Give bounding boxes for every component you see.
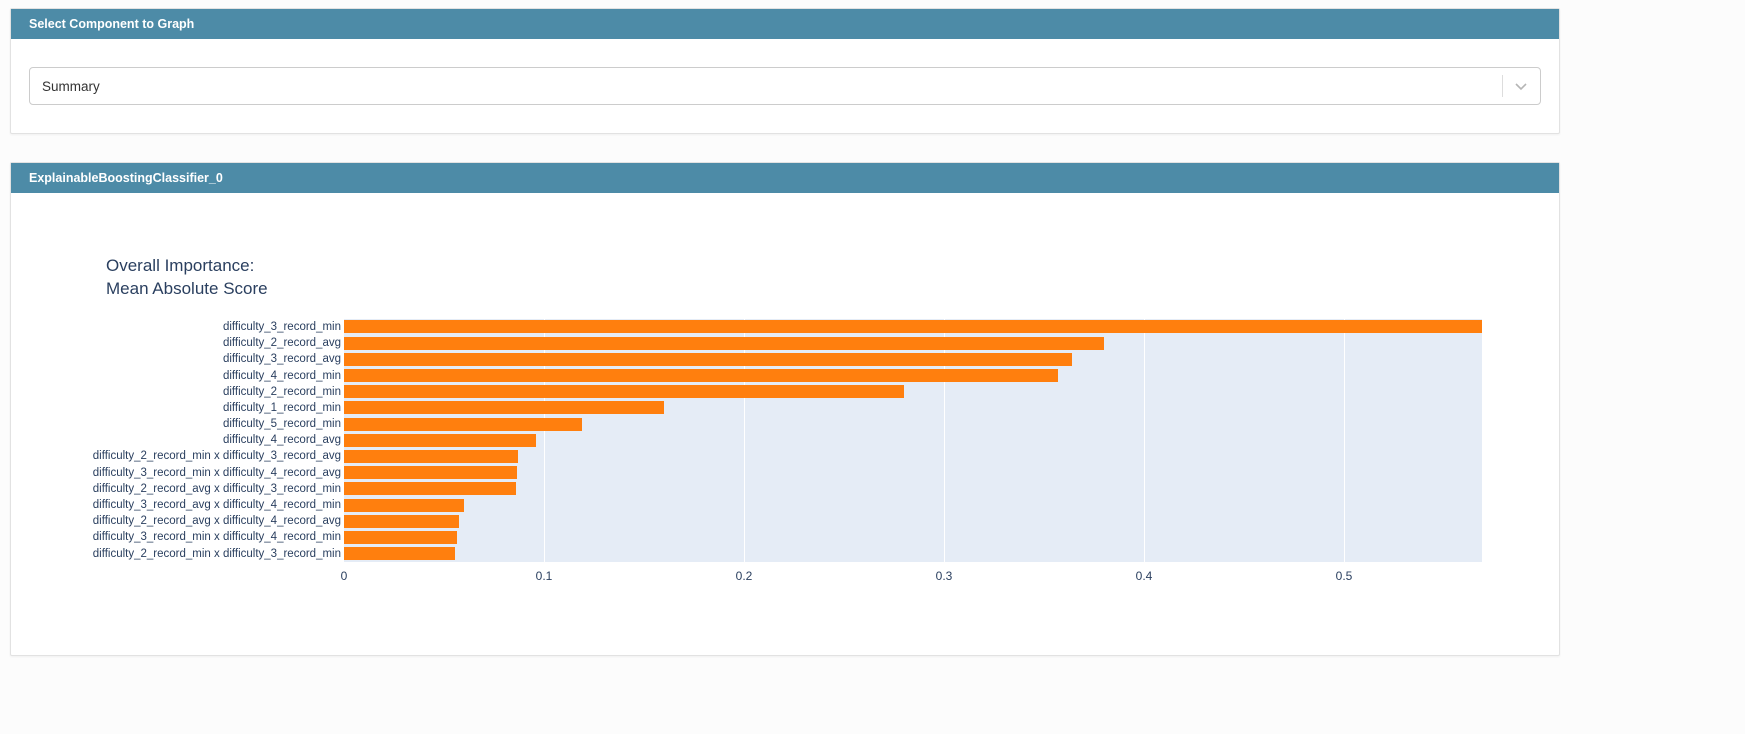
importance-bar[interactable] [344,385,904,399]
importance-bar[interactable] [344,482,516,496]
chevron-down-icon[interactable] [1514,82,1528,91]
importance-bar[interactable] [344,449,518,463]
classifier-panel: ExplainableBoostingClassifier_0 Overall … [10,162,1560,656]
y-axis-label: difficulty_5_record_min [222,418,341,431]
bar-row [344,448,1482,464]
importance-bar[interactable] [344,417,582,431]
y-axis-label: difficulty_3_record_min [222,320,341,333]
bar-row [344,335,1482,351]
x-tick-label: 0.2 [735,568,753,583]
x-tick-label: 0 [340,568,348,583]
importance-bar[interactable] [344,336,1104,350]
importance-bar[interactable] [344,498,464,512]
chart-title-line2: Mean Absolute Score [106,278,268,298]
x-tick-label: 0.5 [1335,568,1353,583]
select-panel-header: Select Component to Graph [11,9,1559,39]
bar-row [344,432,1482,448]
gridline [944,318,945,562]
select-panel-body: Summary [11,39,1559,133]
bar-row [344,546,1482,562]
y-axis-label: difficulty_2_record_min x difficulty_3_r… [92,450,341,463]
bar-row [344,529,1482,545]
dropdown-indicator [1502,75,1528,97]
bar-row [344,400,1482,416]
y-axis-label: difficulty_3_record_min x difficulty_4_r… [92,466,341,479]
importance-bar[interactable] [344,547,455,561]
bar-row [344,367,1482,383]
importance-bar[interactable] [344,466,517,480]
y-axis-label: difficulty_3_record_min x difficulty_4_r… [92,531,341,544]
y-axis-label: difficulty_4_record_min [222,369,341,382]
importance-bar[interactable] [344,530,457,544]
y-axis-labels: difficulty_3_record_min difficulty_2_reco… [11,319,344,562]
importance-bar[interactable] [344,514,459,528]
bar-row [344,319,1482,335]
classifier-panel-header: ExplainableBoostingClassifier_0 [11,163,1559,193]
bar-row [344,497,1482,513]
component-dropdown-value: Summary [42,78,100,94]
gridline [544,318,545,562]
gridline [744,318,745,562]
importance-bar[interactable] [344,401,664,415]
component-dropdown[interactable]: Summary [29,67,1541,105]
x-axis: 0 0.1 0.2 0.3 0.4 0.5 [340,562,1482,586]
plot-area [344,318,1482,562]
y-axis-label: difficulty_2_record_avg [222,337,341,350]
select-component-panel: Select Component to Graph Summary [10,8,1560,134]
importance-bar[interactable] [344,433,536,447]
dropdown-separator [1502,75,1503,97]
importance-bar[interactable] [344,352,1072,366]
chart-title-line1: Overall Importance: [106,256,255,275]
bar-rows [344,319,1482,562]
bar-row [344,465,1482,481]
y-axis-label: difficulty_3_record_avg [222,353,341,366]
bar-chart: difficulty_3_record_min difficulty_2_reco… [11,318,1559,562]
y-axis-label: difficulty_3_record_avg x difficulty_4_r… [92,499,341,512]
y-axis-label: difficulty_4_record_avg [222,434,341,447]
bar-row [344,513,1482,529]
y-axis-label: difficulty_2_record_avg x difficulty_3_r… [92,482,341,495]
y-axis-label: difficulty_2_record_min x difficulty_3_r… [92,547,341,560]
importance-bar[interactable] [344,320,1482,334]
importance-bar[interactable] [344,369,1058,383]
chart-container: Overall Importance: Mean Absolute Score … [11,193,1559,655]
y-axis-label: difficulty_2_record_min [222,385,341,398]
bar-row [344,481,1482,497]
y-axis-label: difficulty_2_record_avg x difficulty_4_r… [92,515,341,528]
x-tick-label: 0.3 [935,568,953,583]
bar-row [344,351,1482,367]
gridline [1144,318,1145,562]
gridline [1344,318,1345,562]
x-tick-label: 0.1 [535,568,553,583]
x-tick-label: 0.4 [1135,568,1153,583]
chart-title: Overall Importance: Mean Absolute Score [106,255,1559,301]
bar-row [344,384,1482,400]
dashboard-page: Select Component to Graph Summary Explai… [10,8,1560,656]
y-axis-label: difficulty_1_record_min [222,401,341,414]
bar-row [344,416,1482,432]
